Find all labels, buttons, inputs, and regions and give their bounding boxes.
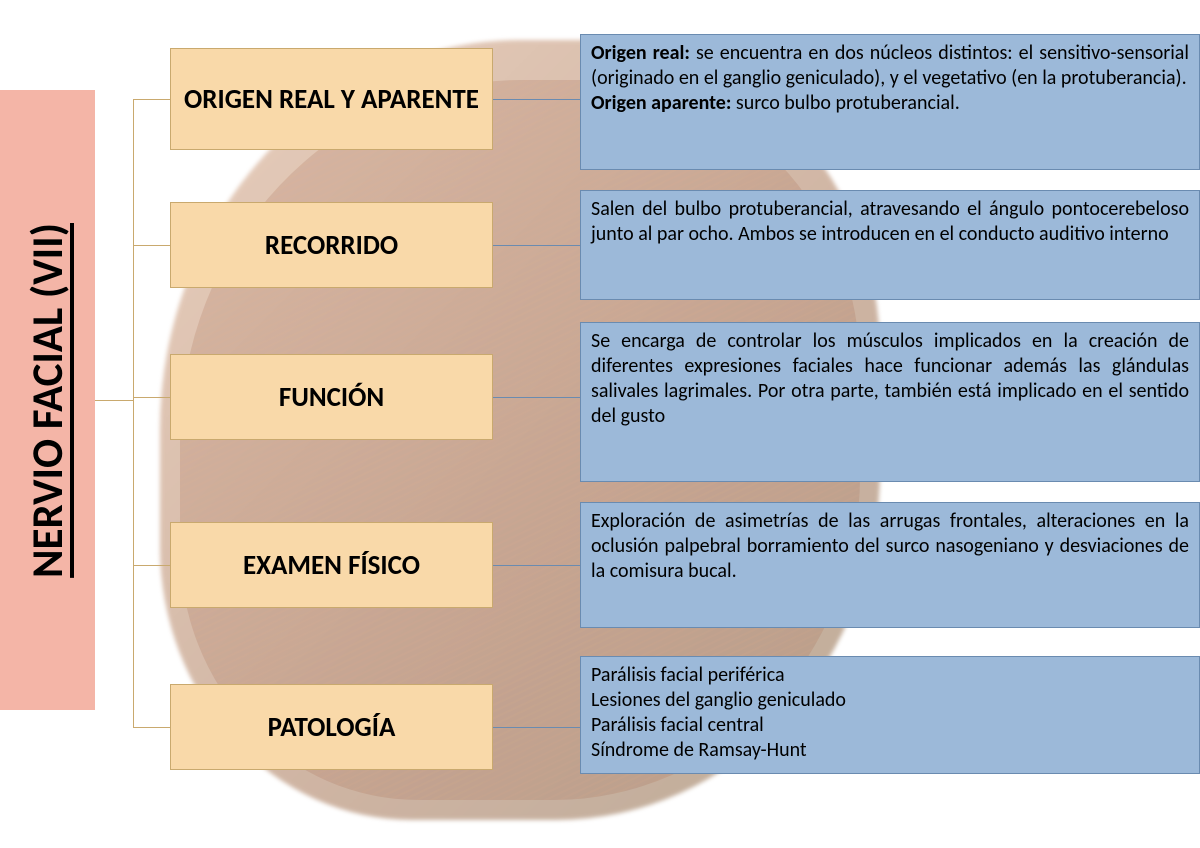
connector-spine <box>133 99 134 727</box>
connector-title-cat-funcion <box>133 397 171 398</box>
category-examen: EXAMEN FÍSICO <box>170 522 493 608</box>
description-origen: Origen real: se encuentra en dos núcleos… <box>580 34 1200 170</box>
description-examen: Exploración de asimetrías de las arrugas… <box>580 502 1200 628</box>
connector-cat-desc-patologia <box>493 727 580 728</box>
connector-title-cat-origen <box>133 99 171 100</box>
connector-cat-desc-funcion <box>493 397 580 398</box>
category-recorrido: RECORRIDO <box>170 202 493 288</box>
category-patologia: PATOLOGÍA <box>170 684 493 770</box>
connector-title-cat-recorrido <box>133 245 171 246</box>
description-patologia: Parálisis facial periféricaLesiones del … <box>580 656 1200 774</box>
description-funcion: Se encarga de controlar los músculos imp… <box>580 322 1200 482</box>
connector-title-cat-patologia <box>133 727 171 728</box>
connector-title-cat-examen <box>133 565 171 566</box>
category-funcion: FUNCIÓN <box>170 354 493 440</box>
title-box: NERVIO FACIAL (VII) <box>0 90 95 710</box>
title-text: NERVIO FACIAL (VII) <box>21 223 74 578</box>
description-recorrido: Salen del bulbo protuberancial, atravesa… <box>580 190 1200 300</box>
category-origen: ORIGEN REAL Y APARENTE <box>170 48 493 150</box>
connector-cat-desc-recorrido <box>493 245 580 246</box>
connector-cat-desc-origen <box>493 99 580 100</box>
connector-cat-desc-examen <box>493 565 580 566</box>
connector-title-stub <box>95 400 133 401</box>
